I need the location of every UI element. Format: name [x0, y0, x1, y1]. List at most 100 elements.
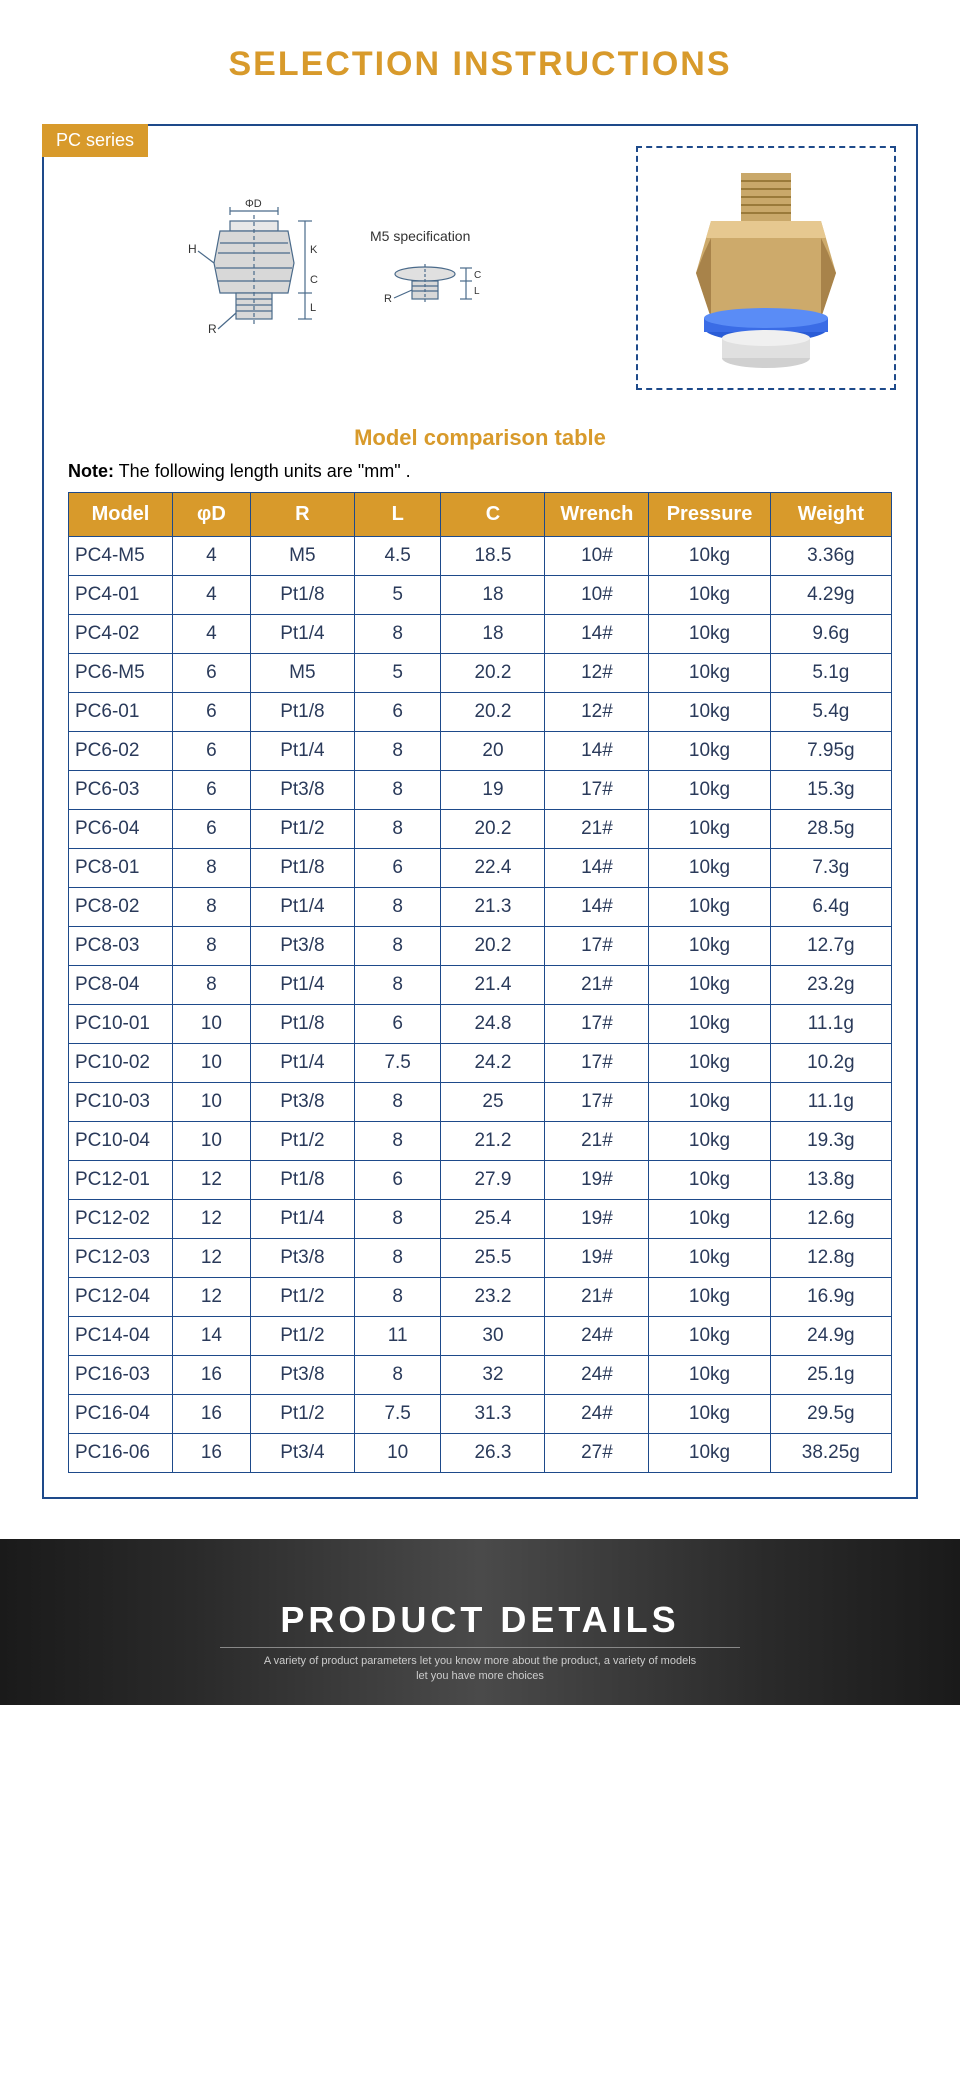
- svg-text:K: K: [310, 244, 318, 256]
- table-cell: PC12-02: [69, 1200, 173, 1239]
- table-row: PC16-0416Pt1/27.531.324#10kg29.5g: [69, 1395, 892, 1434]
- table-cell: 10kg: [649, 693, 770, 732]
- table-cell: 10#: [545, 537, 649, 576]
- table-body: PC4-M54M54.518.510#10kg3.36gPC4-014Pt1/8…: [69, 537, 892, 1473]
- table-cell: 24#: [545, 1395, 649, 1434]
- table-cell: 5.1g: [770, 654, 891, 693]
- table-cell: PC10-01: [69, 1005, 173, 1044]
- table-cell: 10kg: [649, 1200, 770, 1239]
- table-cell: 25.1g: [770, 1356, 891, 1395]
- table-cell: 4: [172, 615, 250, 654]
- table-cell: 6: [172, 693, 250, 732]
- table-cell: PC8-04: [69, 966, 173, 1005]
- table-cell: 21#: [545, 1122, 649, 1161]
- table-cell: 16.9g: [770, 1278, 891, 1317]
- table-cell: 8: [354, 732, 441, 771]
- table-row: PC8-038Pt3/8820.217#10kg12.7g: [69, 927, 892, 966]
- table-cell: 12#: [545, 693, 649, 732]
- table-cell: 6: [354, 1005, 441, 1044]
- table-cell: 38.25g: [770, 1434, 891, 1473]
- table-cell: 17#: [545, 1005, 649, 1044]
- table-cell: 10kg: [649, 1005, 770, 1044]
- table-row: PC8-018Pt1/8622.414#10kg7.3g: [69, 849, 892, 888]
- table-cell: 8: [354, 966, 441, 1005]
- svg-text:L: L: [310, 302, 316, 314]
- table-cell: 27#: [545, 1434, 649, 1473]
- m5-spec-block: M5 specification R C: [370, 228, 510, 329]
- table-cell: 24.2: [441, 1044, 545, 1083]
- table-cell: 23.2g: [770, 966, 891, 1005]
- table-cell: PC6-M5: [69, 654, 173, 693]
- table-row: PC8-028Pt1/4821.314#10kg6.4g: [69, 888, 892, 927]
- table-cell: 21#: [545, 1278, 649, 1317]
- table-row: PC6-046Pt1/2820.221#10kg28.5g: [69, 810, 892, 849]
- table-cell: 10kg: [649, 537, 770, 576]
- table-cell: 13.8g: [770, 1161, 891, 1200]
- table-row: PC16-0616Pt3/41026.327#10kg38.25g: [69, 1434, 892, 1473]
- table-cell: 27.9: [441, 1161, 545, 1200]
- table-cell: 11: [354, 1317, 441, 1356]
- table-cell: 6: [172, 771, 250, 810]
- table-cell: 8: [354, 1200, 441, 1239]
- table-cell: PC10-03: [69, 1083, 173, 1122]
- table-cell: 32: [441, 1356, 545, 1395]
- table-cell: 24#: [545, 1356, 649, 1395]
- table-cell: 8: [354, 1122, 441, 1161]
- table-header-cell: R: [250, 493, 354, 537]
- content-box: PC series ΦD: [42, 124, 918, 1499]
- table-cell: 10kg: [649, 576, 770, 615]
- table-cell: 8: [354, 1356, 441, 1395]
- svg-text:L: L: [474, 286, 480, 297]
- table-cell: 10kg: [649, 1395, 770, 1434]
- table-header-cell: φD: [172, 493, 250, 537]
- table-cell: Pt1/4: [250, 732, 354, 771]
- svg-text:R: R: [208, 322, 217, 336]
- table-cell: 7.3g: [770, 849, 891, 888]
- table-row: PC6-016Pt1/8620.212#10kg5.4g: [69, 693, 892, 732]
- table-row: PC10-0310Pt3/882517#10kg11.1g: [69, 1083, 892, 1122]
- table-cell: 10kg: [649, 888, 770, 927]
- table-cell: 25: [441, 1083, 545, 1122]
- table-cell: PC4-M5: [69, 537, 173, 576]
- table-cell: 4.29g: [770, 576, 891, 615]
- table-cell: Pt1/4: [250, 1200, 354, 1239]
- table-cell: 8: [354, 615, 441, 654]
- table-cell: 10kg: [649, 927, 770, 966]
- table-header-cell: Model: [69, 493, 173, 537]
- comparison-table: ModelφDRLCWrenchPressureWeight PC4-M54M5…: [68, 492, 892, 1473]
- table-cell: 11.1g: [770, 1005, 891, 1044]
- table-cell: PC8-02: [69, 888, 173, 927]
- diagram-left: ΦD H: [64, 146, 616, 390]
- table-cell: 8: [354, 810, 441, 849]
- table-cell: Pt1/8: [250, 693, 354, 732]
- table-cell: Pt3/8: [250, 1239, 354, 1278]
- table-subtitle: Model comparison table: [44, 425, 916, 451]
- table-cell: 28.5g: [770, 810, 891, 849]
- table-cell: 12.6g: [770, 1200, 891, 1239]
- table-cell: 21.4: [441, 966, 545, 1005]
- table-cell: 12#: [545, 654, 649, 693]
- table-cell: PC4-01: [69, 576, 173, 615]
- table-cell: 7.5: [354, 1395, 441, 1434]
- table-cell: 10kg: [649, 771, 770, 810]
- table-cell: M5: [250, 654, 354, 693]
- table-cell: 10kg: [649, 1044, 770, 1083]
- table-cell: 20.2: [441, 693, 545, 732]
- table-row: PC4-014Pt1/851810#10kg4.29g: [69, 576, 892, 615]
- table-cell: Pt1/4: [250, 966, 354, 1005]
- table-row: PC14-0414Pt1/2113024#10kg24.9g: [69, 1317, 892, 1356]
- table-cell: 10kg: [649, 1161, 770, 1200]
- table-cell: 26.3: [441, 1434, 545, 1473]
- table-header-cell: Pressure: [649, 493, 770, 537]
- table-cell: Pt1/2: [250, 810, 354, 849]
- fitting-diagram-m5: R C L: [370, 244, 510, 324]
- table-cell: 25.5: [441, 1239, 545, 1278]
- table-cell: 20.2: [441, 654, 545, 693]
- product-photo-box: [636, 146, 896, 390]
- table-cell: 24.8: [441, 1005, 545, 1044]
- table-cell: 5.4g: [770, 693, 891, 732]
- note-text: The following length units are "mm" .: [114, 461, 411, 481]
- table-cell: 10kg: [649, 1239, 770, 1278]
- table-cell: 10: [172, 1005, 250, 1044]
- table-cell: PC6-01: [69, 693, 173, 732]
